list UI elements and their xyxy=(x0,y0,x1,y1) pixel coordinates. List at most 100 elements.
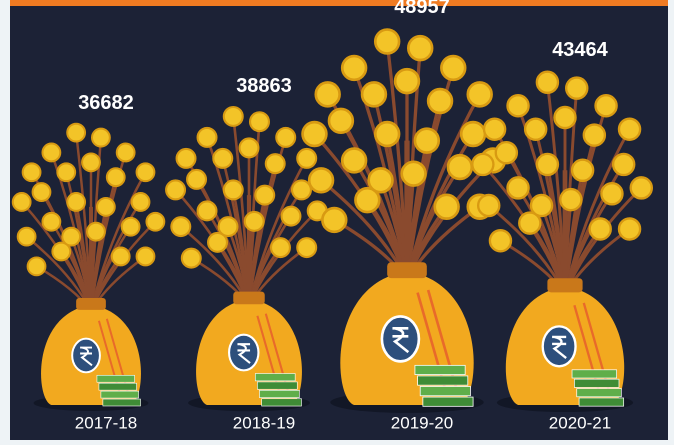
coin xyxy=(525,119,546,140)
cash-stack xyxy=(420,386,470,395)
coin xyxy=(303,122,327,146)
coin xyxy=(619,218,640,239)
bag-tie xyxy=(233,292,264,305)
coin xyxy=(67,193,85,211)
coin xyxy=(369,168,393,192)
coin xyxy=(82,153,100,171)
bag-tie xyxy=(547,278,582,292)
coin xyxy=(213,149,232,168)
coin xyxy=(468,82,492,106)
cash-stack xyxy=(97,375,135,382)
coin xyxy=(572,160,593,181)
coin xyxy=(42,213,60,231)
coin xyxy=(507,95,528,116)
cash-stack xyxy=(103,399,141,406)
coin xyxy=(219,217,238,236)
top-accent-bar xyxy=(10,0,668,6)
coin xyxy=(441,56,465,80)
value-label: 36682 xyxy=(78,92,134,114)
cash-stack xyxy=(572,370,617,378)
coin xyxy=(309,168,333,192)
category-label: 2017-18 xyxy=(75,413,137,432)
coin xyxy=(478,195,499,216)
coin xyxy=(62,228,80,246)
coin xyxy=(28,257,46,275)
coin xyxy=(566,78,587,99)
coin xyxy=(596,95,617,116)
coin xyxy=(266,154,285,173)
category-label: 2018-19 xyxy=(233,413,295,432)
value-label: 48957 xyxy=(394,0,450,18)
coin xyxy=(87,223,105,241)
coin xyxy=(428,89,452,113)
coin xyxy=(198,128,217,147)
coin xyxy=(97,198,115,216)
cash-stack xyxy=(577,389,622,397)
coin xyxy=(177,149,196,168)
coin xyxy=(33,183,51,201)
coin xyxy=(23,163,41,181)
bag-tie xyxy=(387,262,427,278)
coin xyxy=(342,149,366,173)
coin xyxy=(107,168,125,186)
coin xyxy=(146,213,164,231)
coin xyxy=(137,248,155,266)
cash-stack xyxy=(418,376,468,385)
coin xyxy=(297,149,316,168)
coin xyxy=(276,128,295,147)
bag-tie xyxy=(76,298,106,310)
coin xyxy=(472,154,493,175)
coin xyxy=(375,30,399,54)
cash-stack xyxy=(262,399,302,406)
coin xyxy=(461,122,485,146)
coin xyxy=(408,36,432,60)
coin xyxy=(18,228,36,246)
cash-stack xyxy=(574,379,619,387)
coin xyxy=(601,183,622,204)
cash-stack xyxy=(423,397,473,406)
coin xyxy=(224,180,243,199)
cash-stack xyxy=(259,390,299,397)
coin xyxy=(448,155,472,179)
cash-stack xyxy=(101,391,139,398)
coin xyxy=(282,207,301,226)
coin xyxy=(187,170,206,189)
coin xyxy=(329,109,353,133)
coin xyxy=(507,177,528,198)
coin xyxy=(554,107,575,128)
cash-stack xyxy=(99,383,137,390)
coin xyxy=(112,248,130,266)
category-label: 2019-20 xyxy=(391,413,453,432)
coin xyxy=(435,195,459,219)
coin xyxy=(198,201,217,220)
category-label: 2020-21 xyxy=(549,413,611,432)
coin xyxy=(322,208,346,232)
coin xyxy=(240,138,259,157)
coin xyxy=(297,238,316,257)
coin xyxy=(182,249,201,268)
coin xyxy=(132,193,150,211)
value-label: 43464 xyxy=(552,39,608,61)
coin xyxy=(271,238,290,257)
coin xyxy=(375,122,399,146)
coin xyxy=(362,82,386,106)
coin xyxy=(496,142,517,163)
coin xyxy=(619,119,640,140)
coin xyxy=(560,189,581,210)
cash-stack xyxy=(255,374,295,381)
coin xyxy=(490,230,511,251)
cash-stack xyxy=(415,365,465,374)
coin xyxy=(255,186,274,205)
coin xyxy=(584,125,605,146)
coin xyxy=(537,72,558,93)
coin xyxy=(402,162,426,186)
coin xyxy=(250,112,269,131)
coin xyxy=(57,163,75,181)
coin xyxy=(171,217,190,236)
coin xyxy=(42,144,60,162)
coin xyxy=(531,195,552,216)
coin xyxy=(13,193,31,211)
coin xyxy=(537,154,558,175)
coin xyxy=(137,163,155,181)
coin xyxy=(590,218,611,239)
